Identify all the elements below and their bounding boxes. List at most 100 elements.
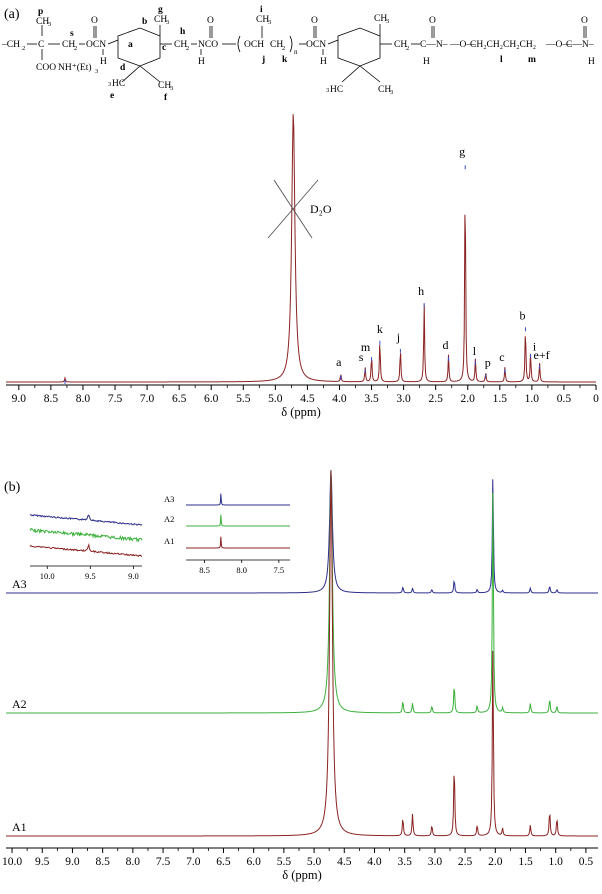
inset1-tick-label-1: 9.5	[85, 571, 96, 581]
struct-sub2-ring2: 2	[406, 45, 409, 52]
struct-butyl: CH₂CH₂CH₂CH₂	[470, 40, 536, 50]
x-tick-label-b-7: 6.5	[216, 856, 231, 868]
x-tick-label-b-12: 4.0	[367, 856, 382, 868]
struct-hc3-2: HC	[330, 85, 343, 95]
struct-h-5: H	[588, 57, 595, 67]
struct-nco: NCO	[198, 40, 218, 50]
struct-sub2b: 2	[74, 45, 77, 52]
inset1-tick-label-0: 10.0	[40, 571, 55, 581]
series-line-a	[6, 114, 596, 383]
struct-o-3: O	[311, 16, 318, 26]
series-label-a1: A1	[12, 820, 27, 834]
struct-ch3-ring2-top: CH	[374, 14, 387, 24]
struct-letter-l: l	[500, 55, 503, 65]
struct-o-5: O	[581, 16, 588, 26]
series-label-a3: A3	[12, 577, 27, 591]
inset1-line-a1	[29, 543, 143, 557]
peak-label-a: a	[336, 355, 342, 369]
spectrum-b: A3 A2 A1 10.0 9.5 9.0 8.5 8.0 7.5 7.0 6.5 6.0 5.5 5.0…	[2, 470, 598, 882]
x-tick-label-a-5: 6.5	[172, 393, 187, 405]
struct-o-1: O	[91, 16, 98, 26]
struct-och: OCH	[244, 40, 264, 50]
x-axis-label-b: δ (ppm)	[282, 868, 322, 882]
inset1-line-a2	[29, 527, 143, 543]
x-tick-label-b-16: 2.0	[488, 856, 503, 868]
struct-ch3-ring2: CH	[378, 85, 391, 95]
x-tick-label-b-14: 3.0	[428, 856, 443, 868]
struct-nc-3: C—N–	[420, 40, 448, 50]
x-tick-label-b-3: 8.5	[95, 856, 110, 868]
panel-a-label: (a)	[4, 7, 20, 22]
solvent-marker: D₂O	[267, 179, 332, 239]
x-tick-label-b-9: 5.5	[277, 856, 292, 868]
x-tick-label-b-15: 2.5	[458, 856, 473, 868]
struct-hc3-pre: 3	[108, 81, 111, 88]
struct-sub2-h: 2	[186, 45, 189, 52]
struct-o-link: —O—	[449, 40, 476, 50]
x-tick-label-a-10: 4.0	[332, 393, 347, 405]
x-tick-label-a-2: 8.0	[76, 393, 91, 405]
struct-cn-end: C—N–	[566, 40, 594, 50]
inset1-tick-label-2: 9.0	[128, 571, 139, 581]
x-tick-label-a-13: 2.5	[428, 393, 443, 405]
struct-o-link-2: —O—	[545, 40, 572, 50]
series-label-a2: A2	[12, 697, 27, 711]
struct-hc3-left: HC	[112, 79, 125, 89]
x-tick-label-a-16: 1.0	[525, 393, 540, 405]
x-tick-label-b-10: 5.0	[307, 856, 322, 868]
x-tick-label-a-15: 1.5	[493, 393, 508, 405]
peak-label-j: j	[396, 330, 400, 344]
struct-h-2: H	[198, 57, 205, 67]
chemical-structure: –CH 2 C CH 3 p COO NH⁺(Et) 3 CH 2 s OCN …	[1, 5, 595, 103]
series-line-a1	[6, 470, 598, 837]
struct-coo: COO	[36, 63, 56, 73]
x-tick-label-b-19: 0.5	[579, 856, 594, 868]
struct-sub3-i: 3	[268, 19, 271, 26]
struct-o-2: O	[207, 16, 214, 26]
x-tick-label-a-11: 3.5	[364, 393, 379, 405]
x-tick-label-b-11: 4.5	[337, 856, 352, 868]
x-tick-label-a-0: 9.0	[12, 393, 27, 405]
struct-sub3-g: 3	[166, 19, 169, 26]
struct-letter-s: s	[70, 29, 74, 39]
peak-label-i: i	[533, 339, 537, 353]
struct-o-4: O	[429, 16, 436, 26]
peak-label-c: c	[499, 350, 504, 364]
struct-ch3-i: CH	[256, 15, 269, 25]
x-tick-label-a-8: 5.0	[268, 393, 283, 405]
struct-ch2-h: CH	[174, 40, 187, 50]
struct-sub3-ring2-top: 3	[386, 18, 389, 25]
x-tick-label-b-13: 3.5	[398, 856, 413, 868]
struct-letter-d: d	[120, 63, 126, 73]
inset2-line-a1	[186, 536, 290, 549]
struct-ch3-ring1: CH	[158, 81, 171, 91]
struct-ch2o: CH	[62, 40, 75, 50]
insets: 10.0 9.5 9.0 A3 A2 A1 8.5 8.0 7.5	[29, 493, 290, 581]
inset2-tick-label-1: 8.0	[236, 565, 247, 575]
peak-label-d: d	[443, 338, 449, 352]
x-tick-label-a-7: 5.5	[236, 393, 251, 405]
inset2-label-a3: A3	[164, 494, 174, 504]
struct-ch3-g: CH	[154, 15, 167, 25]
x-tick-label-b-2: 9.0	[65, 856, 80, 868]
peak-label-m: m	[361, 340, 371, 354]
struct-sub3-et: 3	[95, 68, 98, 75]
x-tick-label-a-6: 6.0	[204, 393, 219, 405]
struct-ch3-top: CH	[36, 17, 49, 27]
x-tick-label-a-18: 0	[593, 393, 599, 405]
struct-h-1: H	[100, 57, 107, 67]
struct-h-4: H	[423, 57, 430, 67]
struct-letter-e: e	[110, 91, 114, 101]
x-tick-label-b-6: 7.0	[186, 856, 201, 868]
inset2-tick-label-0: 8.5	[199, 565, 210, 575]
inset2-tick-label-2: 7.5	[274, 565, 285, 575]
struct-letter-g: g	[158, 5, 163, 15]
struct-sub3-ring1: 3	[170, 85, 173, 92]
struct-letter-h: h	[180, 27, 186, 37]
x-tick-label-b-4: 8.0	[126, 856, 141, 868]
struct-letter-k: k	[282, 55, 288, 65]
x-tick-label-a-1: 8.5	[44, 393, 59, 405]
peak-label-h: h	[418, 284, 424, 298]
